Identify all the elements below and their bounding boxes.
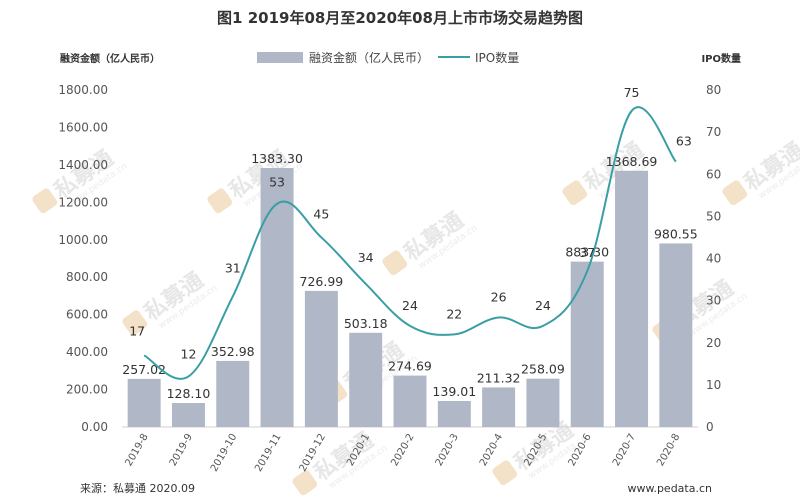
right-y-tick: 60 xyxy=(706,167,721,181)
watermark-logo xyxy=(292,470,318,496)
bar xyxy=(304,290,338,427)
ipo-value-label: 22 xyxy=(446,306,462,321)
right-y-axis: 0 10 20 30 40 50 60 70 80 xyxy=(706,83,721,434)
ipo-value-label: 24 xyxy=(535,298,551,313)
bar-value-label: 352.98 xyxy=(211,344,255,359)
x-tick-label: 2020-4 xyxy=(478,432,505,468)
ipo-value-label: 75 xyxy=(624,85,640,100)
footer-website: www.pedata.cn xyxy=(627,482,712,495)
ipo-value-label: 26 xyxy=(491,289,507,304)
bar-value-label: 883.30 xyxy=(565,245,609,260)
left-y-tick: 600.00 xyxy=(66,308,108,322)
bar xyxy=(349,332,383,427)
ipo-value-label: 17 xyxy=(129,323,145,338)
bar-value-label: 274.69 xyxy=(388,359,432,374)
left-y-tick: 1800.00 xyxy=(58,83,108,97)
bar xyxy=(393,375,427,427)
left-y-axis: 0.00 200.00 400.00 600.00 800.00 1000.00 1200.… xyxy=(58,83,108,434)
legend-bar-label: 融资金额（亿人民币） xyxy=(309,50,429,65)
legend-line-label: IPO数量 xyxy=(475,50,519,65)
bar xyxy=(216,360,250,427)
x-axis: 2019-8 2019-9 2019-10 2019-11 2019-12 2020-1 2… xyxy=(124,432,683,474)
x-tick-label: 2019-8 xyxy=(124,432,151,468)
left-y-tick: 1600.00 xyxy=(58,120,108,134)
bar-value-label: 128.10 xyxy=(167,386,211,401)
bar xyxy=(260,168,294,427)
bar-value-label: 258.09 xyxy=(521,362,565,377)
watermark-logo xyxy=(492,460,518,486)
left-y-tick: 400.00 xyxy=(66,345,108,359)
ipo-value-label: 37 xyxy=(579,245,595,260)
bar xyxy=(437,400,471,427)
right-y-tick: 80 xyxy=(706,83,721,97)
watermark-logo xyxy=(32,188,58,214)
right-y-tick: 50 xyxy=(706,209,721,223)
ipo-labels: 17 12 31 53 45 34 24 22 26 24 37 75 63 xyxy=(129,85,692,361)
ipo-value-label: 63 xyxy=(676,134,692,149)
left-y-tick: 200.00 xyxy=(66,383,108,397)
x-tick-label: 2020-3 xyxy=(434,432,461,468)
watermark-logo xyxy=(207,188,233,214)
right-y-tick: 70 xyxy=(706,125,721,139)
ipo-value-label: 34 xyxy=(358,250,374,265)
bar-value-label: 726.99 xyxy=(300,274,344,289)
watermark-logo xyxy=(122,310,148,336)
left-y-tick: 1200.00 xyxy=(58,195,108,209)
right-y-tick: 0 xyxy=(706,420,714,434)
ipo-value-label: 24 xyxy=(402,298,418,313)
right-y-tick: 10 xyxy=(706,378,721,392)
bar xyxy=(615,170,649,427)
left-y-tick: 800.00 xyxy=(66,270,108,284)
bar xyxy=(482,387,516,427)
right-axis-title: IPO数量 xyxy=(701,52,741,65)
ipo-line-series xyxy=(143,106,677,380)
bar-value-label: 139.01 xyxy=(432,384,476,399)
bar-value-label: 503.18 xyxy=(344,316,388,331)
x-tick-label: 2019-9 xyxy=(168,432,195,468)
ipo-value-label: 12 xyxy=(181,346,197,361)
bar xyxy=(171,403,205,427)
left-y-tick: 0.00 xyxy=(81,420,108,434)
bar xyxy=(526,378,560,427)
x-tick-label: 2019-10 xyxy=(209,432,239,474)
bar-value-label: 1383.30 xyxy=(251,151,303,166)
left-axis-title: 融资金额（亿人民币） xyxy=(60,52,160,65)
bar-value-label: 1368.69 xyxy=(606,154,658,169)
left-y-tick: 1000.00 xyxy=(58,233,108,247)
watermark-logo xyxy=(382,250,408,276)
footer-source: 来源：私募通 2020.09 xyxy=(80,481,195,495)
bar-value-label: 980.55 xyxy=(654,226,698,241)
x-tick-label: 2020-7 xyxy=(611,432,638,468)
chart-title: 图1 2019年08月至2020年08月上市市场交易趋势图 xyxy=(217,9,583,27)
bar xyxy=(127,378,161,427)
ipo-line xyxy=(143,106,677,380)
legend-bar-swatch xyxy=(257,52,303,63)
legend: 融资金额（亿人民币） IPO数量 xyxy=(257,50,519,65)
bar xyxy=(570,261,604,427)
right-y-tick: 40 xyxy=(706,252,721,266)
ipo-value-label: 31 xyxy=(225,260,241,275)
right-y-tick: 30 xyxy=(706,294,721,308)
x-tick-label: 2019-11 xyxy=(253,432,283,474)
watermark-logo xyxy=(722,180,748,206)
ipo-value-label: 53 xyxy=(269,175,285,190)
left-y-tick: 1400.00 xyxy=(58,158,108,172)
x-tick-label: 2020-8 xyxy=(655,432,682,468)
bar-value-label: 211.32 xyxy=(477,370,521,385)
bar xyxy=(659,243,693,427)
watermark-logo xyxy=(562,180,588,206)
ipo-value-label: 45 xyxy=(313,206,329,221)
right-y-tick: 20 xyxy=(706,336,721,350)
x-tick-label: 2020-2 xyxy=(389,432,416,468)
bar-series xyxy=(127,168,693,427)
bar-labels: 257.02128.10352.981383.30726.99503.18274… xyxy=(122,151,697,401)
